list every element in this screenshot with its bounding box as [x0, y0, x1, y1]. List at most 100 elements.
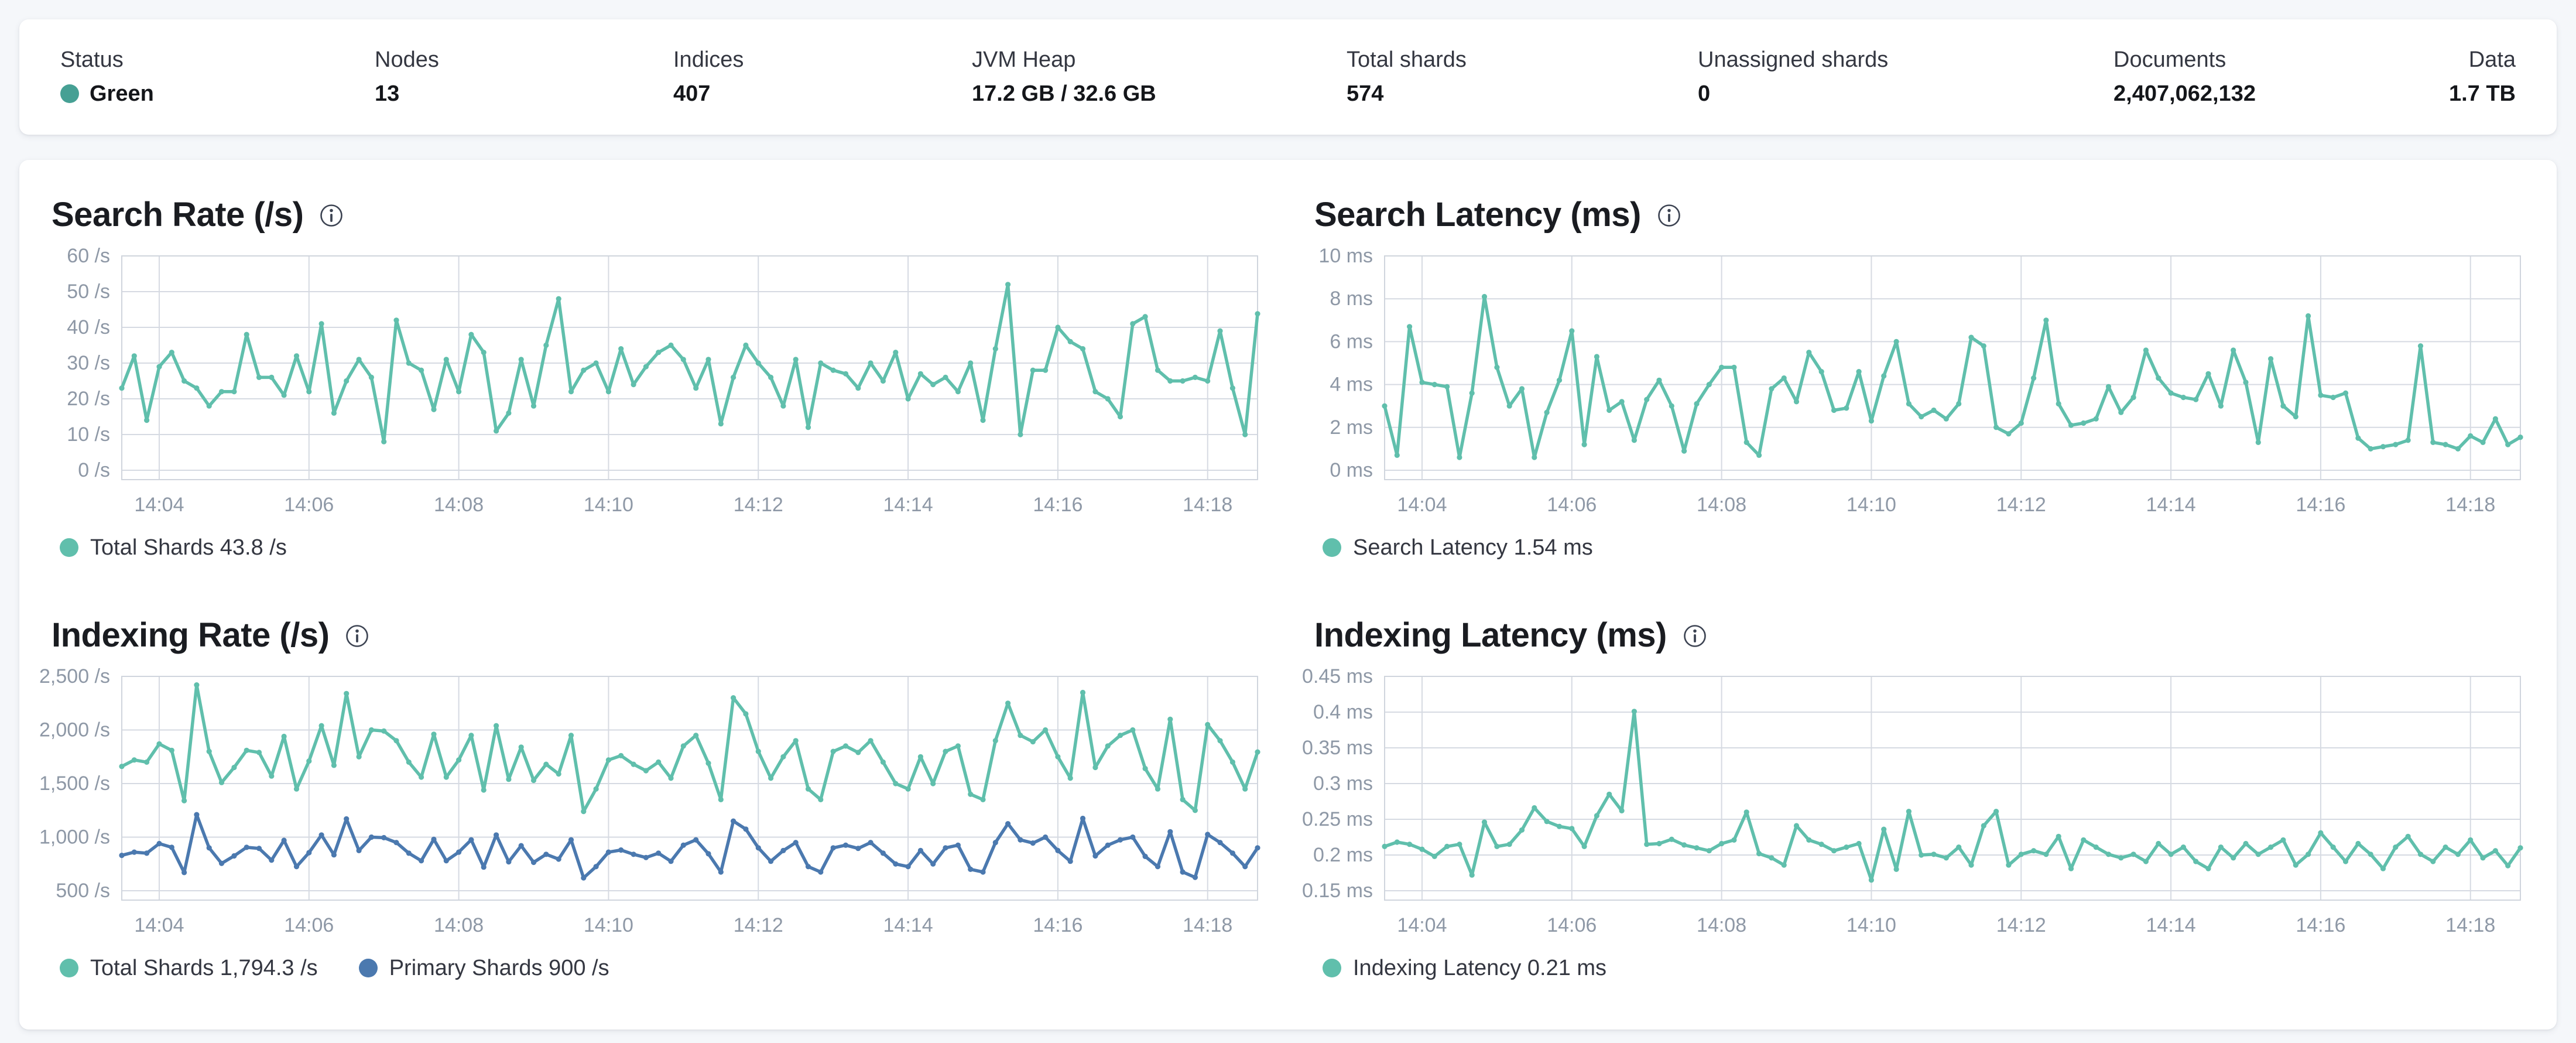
- legend-item-primary-shards[interactable]: Primary Shards 900 /s: [358, 956, 609, 981]
- series-point: [406, 360, 412, 366]
- series-point: [181, 378, 187, 384]
- series-point: [1868, 877, 1874, 883]
- series-point: [144, 418, 150, 423]
- series-point: [169, 747, 174, 753]
- series-point: [1931, 407, 1937, 413]
- series-point: [1457, 842, 1462, 847]
- series-point: [830, 367, 836, 373]
- series-point: [1018, 432, 1023, 437]
- series-point: [743, 711, 749, 717]
- series-point: [2455, 446, 2461, 452]
- series-point: [1656, 840, 1662, 847]
- series-point: [755, 748, 761, 754]
- series-point: [318, 321, 324, 327]
- x-axis-label: 14:04: [1397, 494, 1447, 516]
- y-axis-label: 500 /s: [56, 880, 110, 902]
- series-point: [119, 385, 125, 391]
- series-point: [705, 760, 711, 766]
- series-point: [2505, 442, 2511, 447]
- series-point: [518, 744, 524, 750]
- series-point: [144, 850, 150, 856]
- series-point: [144, 759, 150, 765]
- series-point: [1956, 401, 1962, 407]
- series-point: [269, 857, 275, 863]
- series-point: [2355, 840, 2361, 847]
- series-point: [293, 786, 300, 792]
- y-axis-label: 6 ms: [1330, 330, 1373, 353]
- legend-dot: [358, 959, 378, 977]
- series-point: [1092, 853, 1098, 859]
- series-point: [2143, 347, 2149, 353]
- series-point: [231, 764, 237, 771]
- series-point: [393, 738, 399, 744]
- series-point: [693, 733, 699, 738]
- series-point: [218, 860, 225, 866]
- series-point: [456, 849, 462, 855]
- series-point: [593, 786, 599, 792]
- chart-canvas[interactable]: 0 ms 2 ms 4 ms 6 ms 8 ms 10 ms 14:04 14:06 14:08…: [1314, 244, 2524, 531]
- series-point: [2393, 442, 2399, 447]
- series-point: [1105, 396, 1111, 402]
- series-point: [456, 757, 462, 763]
- plot-border: [121, 255, 1258, 480]
- plot-border: [1384, 676, 2521, 901]
- info-icon[interactable]: [1656, 203, 1682, 228]
- series-point: [306, 850, 312, 856]
- series-point: [2031, 848, 2037, 854]
- info-icon[interactable]: [344, 623, 370, 649]
- series-point: [1130, 834, 1136, 840]
- chart-header: Search Latency (ms): [1314, 194, 2524, 235]
- legend-item-indexing-latency[interactable]: Indexing Latency 0.21 ms: [1323, 956, 1606, 981]
- series-point: [2006, 862, 2012, 868]
- series-point: [1117, 837, 1123, 843]
- info-icon[interactable]: [318, 203, 344, 228]
- series-point: [1419, 379, 1425, 385]
- chart-canvas[interactable]: 0 /s 10 /s 20 /s 30 /s 40 /s 50 /s 60 /s 14:04 1…: [52, 244, 1262, 531]
- series-point: [581, 809, 587, 815]
- series-point: [1893, 338, 1899, 344]
- series-point: [1943, 416, 1949, 422]
- series-point: [1644, 396, 1650, 402]
- series-point: [1055, 754, 1061, 760]
- series-point: [656, 350, 662, 355]
- series-point: [368, 727, 375, 733]
- chart-canvas[interactable]: 500 /s 1,000 /s 1,500 /s 2,000 /s 2,500 /s 14…: [39, 665, 1262, 952]
- series-point: [968, 866, 974, 872]
- series-point: [1255, 845, 1260, 851]
- series-point: [1943, 855, 1949, 861]
- series-point: [905, 396, 911, 402]
- series-point: [793, 738, 799, 744]
- series-point: [793, 357, 799, 363]
- series-point: [2342, 390, 2349, 396]
- series-point: [1806, 350, 1812, 355]
- series-point: [1205, 378, 1211, 384]
- series-point: [2342, 859, 2349, 864]
- series-point: [1619, 399, 1625, 405]
- legend-item-search-latency[interactable]: Search Latency 1.54 ms: [1323, 535, 1593, 560]
- x-axis-label: 14:04: [134, 494, 184, 516]
- series-point: [2180, 844, 2186, 850]
- series-point: [2430, 859, 2436, 864]
- series-point: [2243, 840, 2249, 847]
- series-point: [2492, 848, 2498, 854]
- chart-canvas[interactable]: 0.15 ms 0.2 ms 0.25 ms 0.3 ms 0.35 ms 0.4 ms 0…: [1302, 665, 2524, 952]
- series-point: [556, 856, 561, 862]
- y-axis-label: 1,000 /s: [39, 826, 110, 849]
- series-point: [2330, 395, 2336, 401]
- y-axis-label: 0.25 ms: [1302, 808, 1373, 830]
- x-axis-label: 14:08: [1697, 914, 1746, 936]
- series-point: [2293, 413, 2298, 420]
- series-point: [2268, 356, 2274, 362]
- series-point: [1155, 367, 1161, 373]
- series-point: [518, 357, 524, 363]
- legend-item-total-shards[interactable]: Total Shards 43.8 /s: [60, 535, 287, 560]
- legend-item-total-shards[interactable]: Total Shards 1,794.3 /s: [60, 956, 318, 981]
- info-icon[interactable]: [1682, 623, 1708, 649]
- series-point: [2156, 375, 2161, 381]
- series-point: [568, 389, 574, 395]
- x-axis-label: 14:10: [1847, 914, 1896, 936]
- series-point: [1931, 852, 1937, 857]
- series-point: [506, 859, 512, 865]
- series-point: [119, 764, 125, 770]
- series-point: [131, 849, 137, 855]
